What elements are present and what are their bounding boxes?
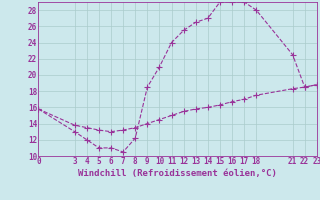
X-axis label: Windchill (Refroidissement éolien,°C): Windchill (Refroidissement éolien,°C) — [78, 169, 277, 178]
